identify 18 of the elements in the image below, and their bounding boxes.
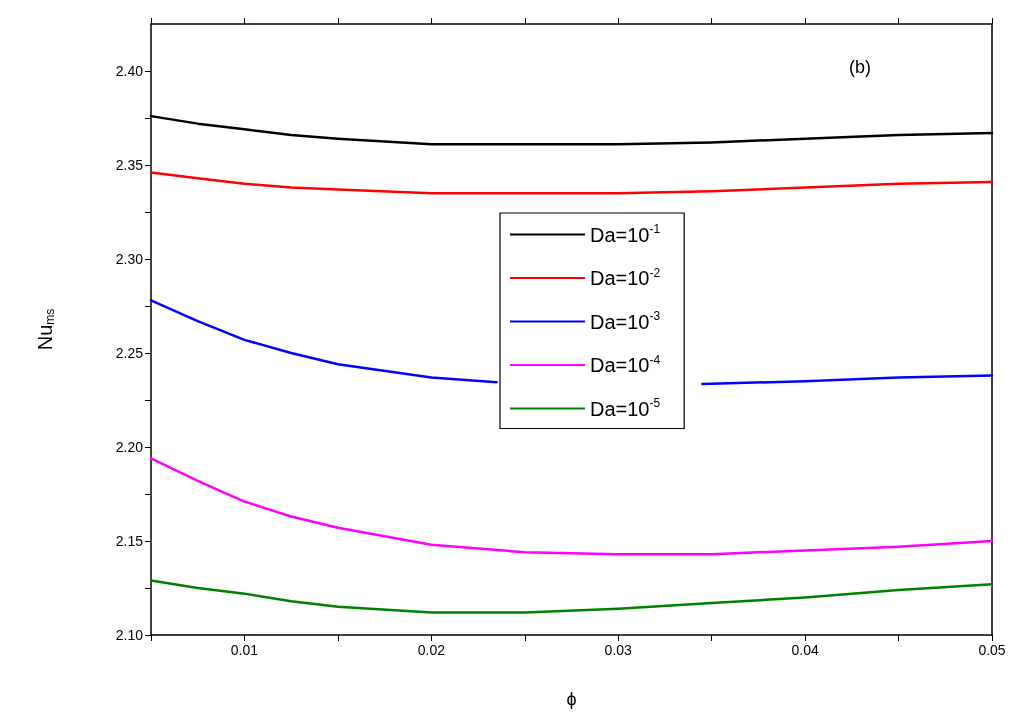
y-tick-label: 2.10 bbox=[115, 627, 144, 643]
x-tick-label: 0.05 bbox=[978, 642, 1006, 658]
x-tick-label: 0.01 bbox=[230, 642, 259, 658]
y-axis-title: Nums bbox=[34, 308, 57, 351]
line-series bbox=[149, 171, 994, 195]
annotation: (b) bbox=[849, 57, 871, 77]
line-series bbox=[149, 579, 994, 614]
y-tick-label: 2.35 bbox=[115, 157, 144, 173]
y-tick-label: 2.30 bbox=[115, 251, 144, 267]
x-tick-label: 0.03 bbox=[604, 642, 633, 658]
y-tick-label: 2.15 bbox=[115, 533, 144, 549]
y-tick-label: 2.20 bbox=[115, 439, 144, 455]
x-tick-label: 0.04 bbox=[791, 642, 819, 658]
x-axis-title: ϕ bbox=[566, 689, 577, 709]
line-series bbox=[149, 457, 994, 556]
y-tick-label: 2.25 bbox=[115, 345, 144, 361]
y-tick-label: 2.40 bbox=[115, 63, 144, 79]
x-tick-label: 0.02 bbox=[417, 642, 446, 658]
